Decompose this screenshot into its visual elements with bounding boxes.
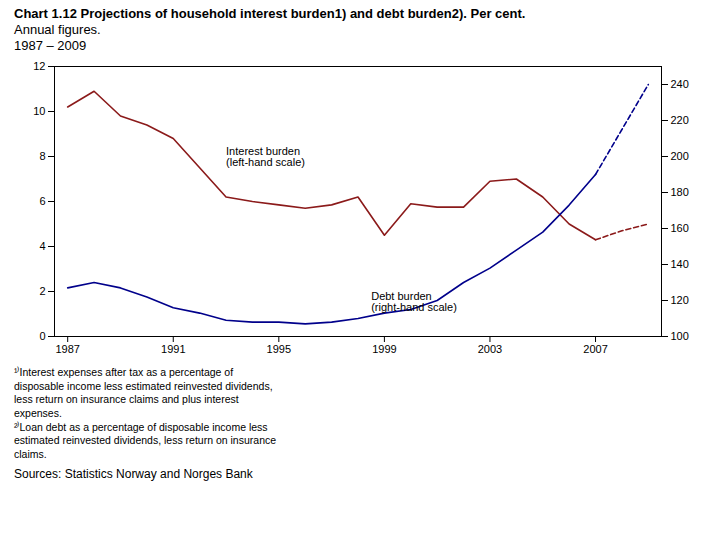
svg-text:2007: 2007 bbox=[583, 343, 607, 355]
html-text:Annual figures.: Annual figures. bbox=[14, 22, 101, 37]
html-text:Sources: Statistics Norway and: Sources: Statistics Norway and Norges Ba… bbox=[14, 467, 253, 482]
svg-text:140: 140 bbox=[671, 258, 689, 270]
svg-text:2003: 2003 bbox=[478, 343, 502, 355]
svg-text:4: 4 bbox=[39, 240, 45, 252]
svg-text:2: 2 bbox=[39, 285, 45, 297]
svg-text:0: 0 bbox=[39, 330, 45, 342]
html-text:Chart 1.12 Projections of hous: Chart 1.12 Projections of household inte… bbox=[14, 6, 526, 21]
svg-text:8: 8 bbox=[39, 150, 45, 162]
svg-text:1987: 1987 bbox=[55, 343, 79, 355]
svg-text:220: 220 bbox=[671, 114, 689, 126]
svg-text:10: 10 bbox=[33, 105, 45, 117]
svg-text:160: 160 bbox=[671, 222, 689, 234]
svg-text:Debt burden(right-hand scale): Debt burden(right-hand scale) bbox=[371, 290, 457, 313]
svg-text:12: 12 bbox=[33, 60, 45, 72]
html-text:1987 – 2009: 1987 – 2009 bbox=[14, 38, 87, 53]
svg-text:6: 6 bbox=[39, 195, 45, 207]
html-text:¹⁾Interest expenses after tax: ¹⁾Interest expenses after tax as a perce… bbox=[14, 366, 277, 460]
svg-text:1995: 1995 bbox=[267, 343, 291, 355]
svg-text:180: 180 bbox=[671, 186, 689, 198]
svg-text:Interest burden(left-hand scal: Interest burden(left-hand scale) bbox=[226, 145, 305, 168]
svg-text:1999: 1999 bbox=[372, 343, 396, 355]
svg-text:240: 240 bbox=[671, 78, 689, 90]
svg-text:120: 120 bbox=[671, 294, 689, 306]
svg-text:100: 100 bbox=[671, 330, 689, 342]
svg-text:1991: 1991 bbox=[161, 343, 185, 355]
svg-text:200: 200 bbox=[671, 150, 689, 162]
